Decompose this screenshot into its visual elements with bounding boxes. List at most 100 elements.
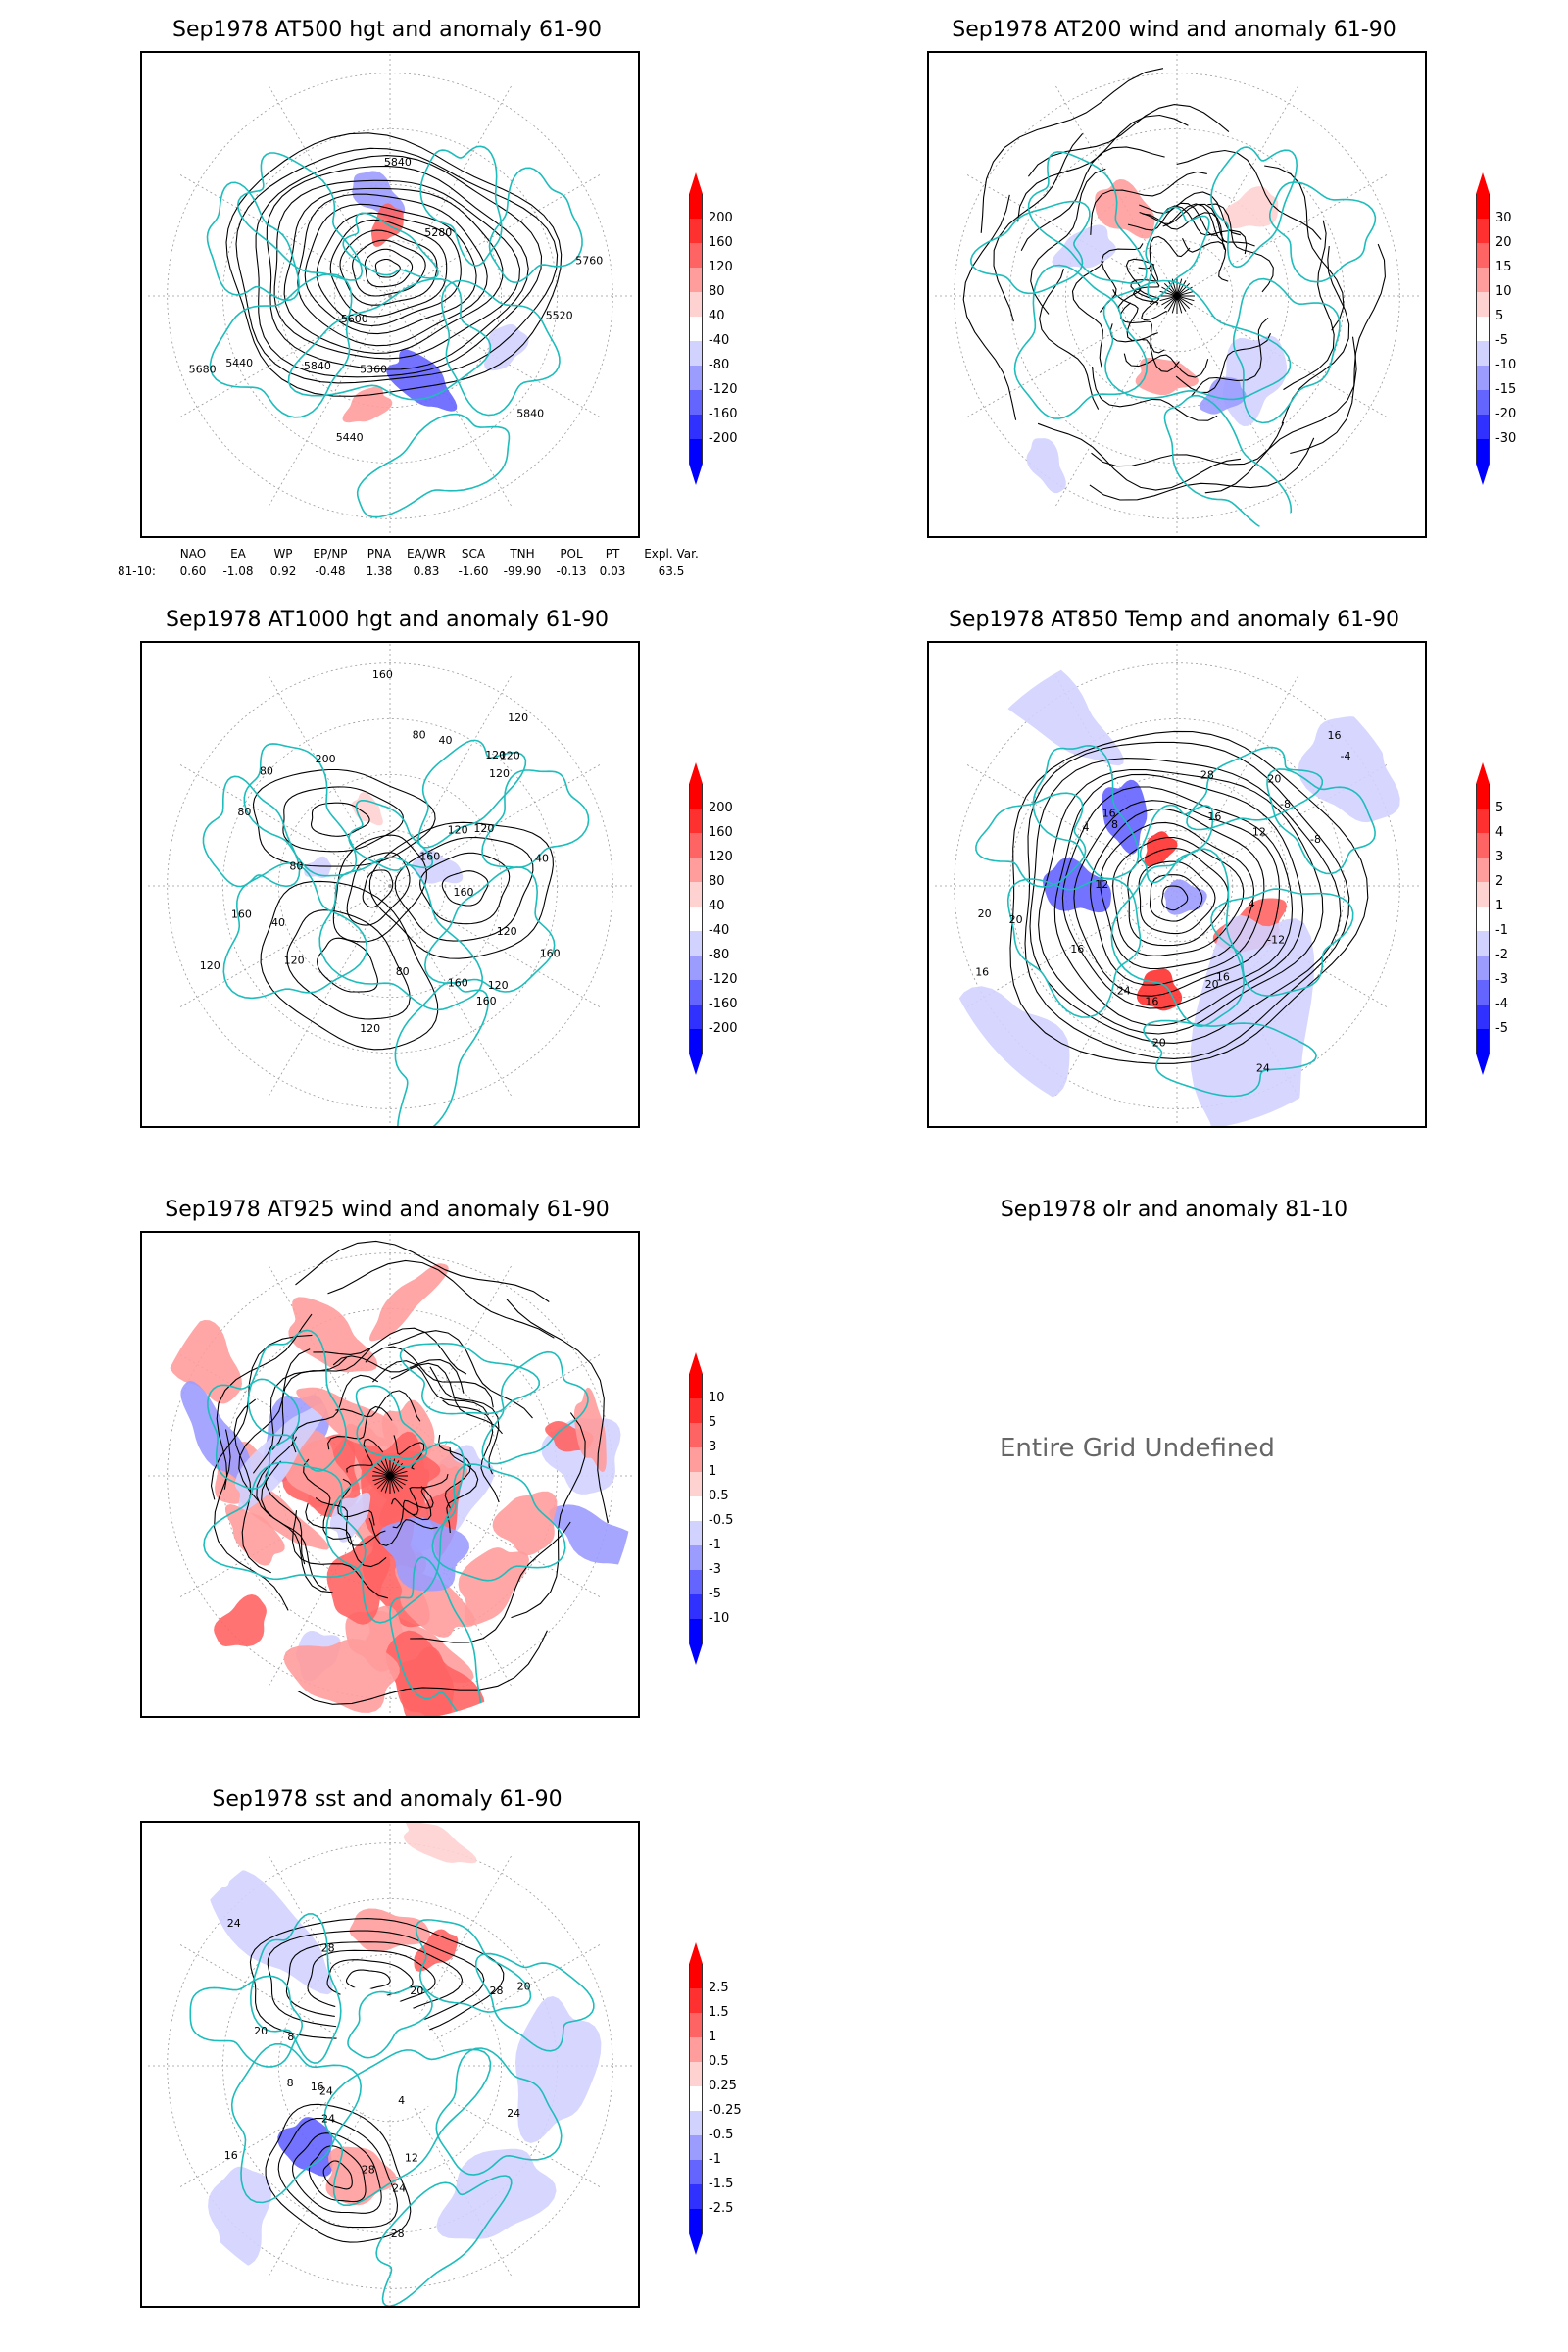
- contour-label: 24: [319, 2085, 333, 2098]
- colorbar-tick-label: -120: [709, 382, 738, 397]
- coastline: [975, 792, 1087, 888]
- anomaly-region: [412, 849, 464, 884]
- colorbar-tick-label: 1: [1495, 899, 1504, 913]
- colorbar-segment: [1476, 341, 1490, 366]
- streamline: [313, 1327, 467, 1375]
- contour-label: 5840: [516, 408, 544, 420]
- contour-label: 160: [448, 977, 468, 990]
- colorbar-segment: [689, 1545, 703, 1570]
- anomaly-region: [277, 2117, 333, 2177]
- anomaly-region: [325, 2146, 397, 2206]
- streamline: [1120, 302, 1165, 354]
- coastline: [417, 739, 527, 849]
- colorbar-segment: [689, 292, 703, 317]
- streamline: [238, 1348, 311, 1502]
- contour-label: -8: [1310, 833, 1321, 846]
- coastline: [356, 413, 511, 518]
- teleconnection-value: 0.03: [599, 564, 626, 578]
- colorbar-tick-label: -160: [709, 407, 738, 421]
- meridian-line: [1176, 295, 1390, 419]
- meridian-line: [964, 885, 1178, 1009]
- undefined-grid-message: Entire Grid Undefined: [1000, 1434, 1275, 1463]
- coastline: [1210, 146, 1298, 269]
- contour-label: 28: [362, 2163, 375, 2176]
- contour-label: 120: [448, 824, 468, 837]
- pole-streamline: [1167, 280, 1178, 297]
- colorbar-tick-label: -10: [709, 1611, 730, 1626]
- colorbar-tick-label: 160: [709, 825, 733, 840]
- coastline: [347, 1985, 433, 2059]
- colorbar-segment: [689, 366, 703, 390]
- colorbar-segment: [1476, 243, 1490, 268]
- streamline: [1264, 165, 1345, 331]
- contour-label: 24: [227, 1917, 241, 1930]
- streamline: [214, 1429, 289, 1611]
- streamline: [1204, 336, 1357, 494]
- contour-label: 8: [1111, 818, 1118, 831]
- teleconnection-value: -0.13: [556, 564, 587, 578]
- contour-label: 4: [1249, 898, 1255, 910]
- streamline: [252, 1356, 348, 1474]
- colorbar-tick-label: 15: [1495, 260, 1512, 274]
- contour-line: [1038, 768, 1324, 1035]
- pole-streamline: [1163, 282, 1178, 297]
- contour-line: [235, 147, 559, 384]
- anomaly-region: [167, 1320, 242, 1404]
- colorbar-segment: [689, 1374, 703, 1398]
- streamline-group: [962, 68, 1386, 501]
- contour-line: [1127, 847, 1229, 947]
- pole-streamline: [389, 1470, 408, 1477]
- streamline: [233, 1398, 271, 1574]
- colorbar-segment: [689, 1521, 703, 1545]
- contour-line: [326, 1959, 414, 2001]
- colorbar-tick-label: -2: [1495, 948, 1508, 962]
- coastline: [1232, 277, 1341, 424]
- teleconnection-value: -1.08: [222, 564, 254, 578]
- colorbar-tick-label: -1.5: [709, 2177, 734, 2191]
- colorbar-segment: [1476, 1004, 1490, 1029]
- contour-label: 4: [1083, 821, 1090, 834]
- colorbar-segment: [689, 1988, 703, 2013]
- anomaly-region: [1052, 224, 1116, 269]
- streamline: [372, 1360, 489, 1416]
- pole-streamline: [389, 1475, 396, 1494]
- colorbar-segment: [689, 1594, 703, 1619]
- coastline: [325, 1441, 466, 1624]
- contour-label: 20: [978, 907, 992, 920]
- colorbar-segment: [689, 1570, 703, 1594]
- teleconnection-header: Expl. Var.: [644, 547, 699, 561]
- contour-line: [1138, 860, 1216, 935]
- pole-streamline: [389, 1475, 404, 1490]
- panel-title-at1000: Sep1978 AT1000 hgt and anomaly 61-90: [166, 608, 609, 632]
- colorbar-segment: [689, 2184, 703, 2209]
- streamline: [1037, 422, 1241, 491]
- colorbar-segment: [689, 219, 703, 243]
- coastline: [287, 277, 492, 401]
- coastline: [207, 1378, 301, 1490]
- colorbar-tick-label: 10: [1495, 284, 1512, 299]
- contour-label: -4: [1341, 750, 1351, 762]
- colorbar-tick-label: 80: [709, 874, 725, 889]
- streamline: [1039, 269, 1100, 410]
- coastline: [342, 212, 439, 279]
- contour-label: 40: [535, 853, 549, 865]
- meridian-line: [1176, 762, 1390, 887]
- colorbar-segment: [1476, 980, 1490, 1004]
- streamline: [410, 1521, 571, 1643]
- panel-title-at925: Sep1978 AT925 wind and anomaly 61-90: [165, 1198, 610, 1222]
- pole-streamline: [372, 1470, 391, 1477]
- contour-label: 160: [540, 947, 561, 959]
- colorbar-segment: [1476, 956, 1490, 980]
- streamline: [335, 1390, 421, 1422]
- colorbar-tick-label: 2.5: [709, 1981, 729, 1995]
- coastline: [1110, 848, 1245, 1028]
- contour-label: -12: [1267, 933, 1285, 946]
- contour-label: 16: [311, 2081, 324, 2093]
- land-mask: [318, 1986, 468, 2118]
- streamline: [1283, 220, 1335, 391]
- contour-line: [1161, 885, 1189, 911]
- contour-line: [339, 229, 438, 306]
- colorbar-segment: [1476, 317, 1490, 341]
- anomaly-region: [492, 1491, 558, 1556]
- colorbar-segment: [689, 906, 703, 931]
